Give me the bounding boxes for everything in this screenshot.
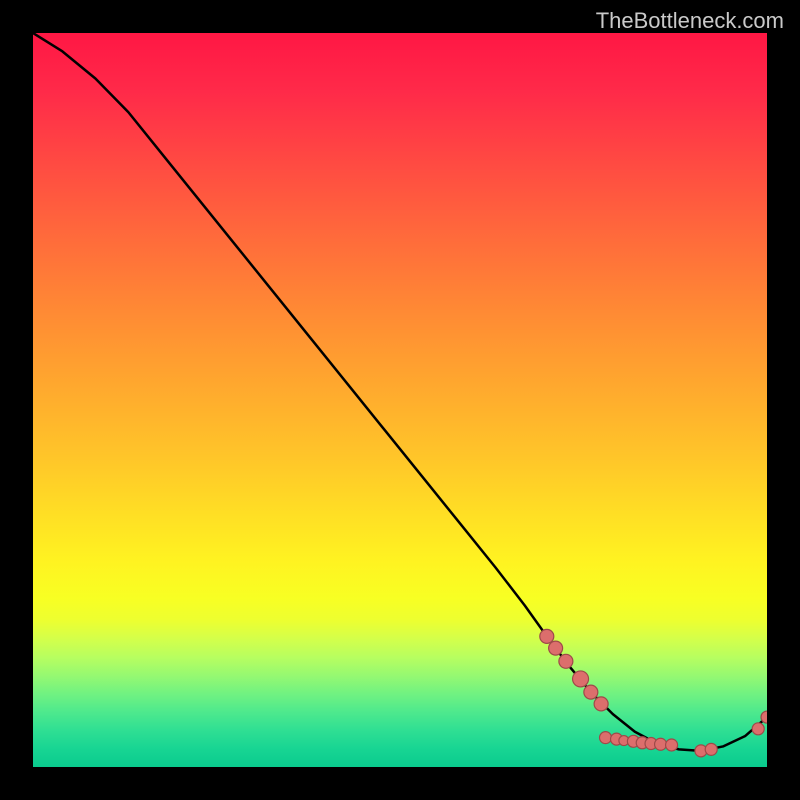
data-marker <box>752 723 764 735</box>
data-marker <box>666 739 678 751</box>
data-marker <box>573 671 589 687</box>
data-marker <box>540 629 554 643</box>
watermark-text: TheBottleneck.com <box>596 8 784 34</box>
data-marker <box>705 743 717 755</box>
plot-area <box>33 33 767 767</box>
data-marker <box>594 697 608 711</box>
chart-stage: TheBottleneck.com <box>0 0 800 800</box>
data-marker <box>655 738 667 750</box>
data-marker <box>600 732 612 744</box>
plot-background <box>33 33 767 767</box>
data-marker <box>559 654 573 668</box>
data-marker <box>549 641 563 655</box>
data-marker <box>584 685 598 699</box>
plot-svg <box>33 33 767 767</box>
